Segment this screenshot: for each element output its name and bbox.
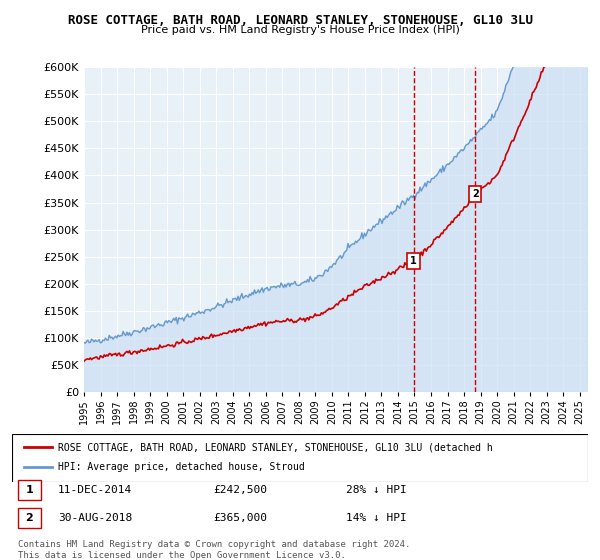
Text: £365,000: £365,000 bbox=[214, 513, 268, 523]
Text: 28% ↓ HPI: 28% ↓ HPI bbox=[346, 485, 407, 495]
Text: 30-AUG-2018: 30-AUG-2018 bbox=[58, 513, 133, 523]
Text: 1: 1 bbox=[410, 256, 417, 266]
FancyBboxPatch shape bbox=[18, 480, 41, 500]
Text: HPI: Average price, detached house, Stroud: HPI: Average price, detached house, Stro… bbox=[58, 463, 305, 472]
Text: ROSE COTTAGE, BATH ROAD, LEONARD STANLEY, STONEHOUSE, GL10 3LU: ROSE COTTAGE, BATH ROAD, LEONARD STANLEY… bbox=[67, 14, 533, 27]
Text: Price paid vs. HM Land Registry's House Price Index (HPI): Price paid vs. HM Land Registry's House … bbox=[140, 25, 460, 35]
Text: 2: 2 bbox=[472, 189, 479, 199]
Text: Contains HM Land Registry data © Crown copyright and database right 2024.
This d: Contains HM Land Registry data © Crown c… bbox=[18, 540, 410, 560]
Text: 1: 1 bbox=[25, 485, 33, 495]
Text: 11-DEC-2014: 11-DEC-2014 bbox=[58, 485, 133, 495]
Text: £242,500: £242,500 bbox=[214, 485, 268, 495]
Text: 2: 2 bbox=[25, 513, 33, 523]
FancyBboxPatch shape bbox=[18, 508, 41, 528]
Text: ROSE COTTAGE, BATH ROAD, LEONARD STANLEY, STONEHOUSE, GL10 3LU (detached h: ROSE COTTAGE, BATH ROAD, LEONARD STANLEY… bbox=[58, 442, 493, 452]
Text: 14% ↓ HPI: 14% ↓ HPI bbox=[346, 513, 407, 523]
FancyBboxPatch shape bbox=[12, 434, 588, 482]
